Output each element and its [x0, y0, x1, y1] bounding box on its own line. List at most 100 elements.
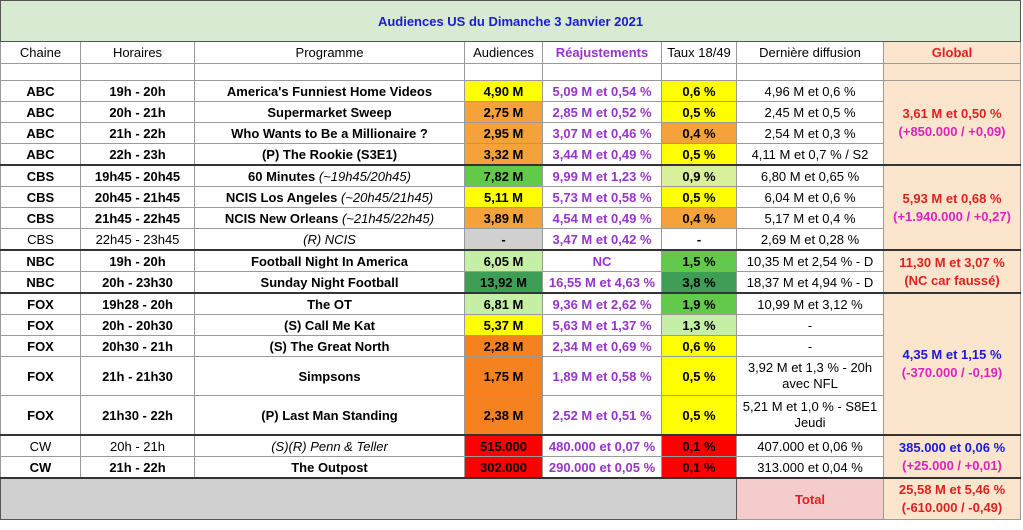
cell-audiences: 5,11 M: [464, 186, 543, 208]
table-row: CBS 20h45 - 21h45 NCIS Los Angeles (~20h45…: [0, 186, 1021, 208]
cell-audiences: 3,32 M: [464, 143, 543, 166]
cell-reajustements: 5,63 M et 1,37 %: [542, 314, 662, 336]
cell-programme: NCIS Los Angeles (~20h45/21h45): [194, 186, 465, 208]
cell-horaires: 20h - 21h: [80, 101, 195, 123]
cell-taux: 0,5 %: [661, 395, 737, 436]
total-row: Total 25,58 M et 5,46 % (-610.000 / -0,49): [0, 477, 1022, 520]
cell-horaires: 21h - 21h30: [80, 356, 195, 396]
cell-horaires: 22h45 - 23h45: [80, 228, 195, 251]
table-row: CW 20h - 21h (S)(R) Penn & Teller 515.000 48…: [0, 434, 1022, 479]
table-row: CBS 21h45 - 22h45 NCIS New Orleans (~21h45…: [0, 207, 1021, 229]
cell-reajustements: 5,73 M et 0,58 %: [542, 186, 662, 208]
cell-reajustements: 3,47 M et 0,42 %: [542, 228, 662, 251]
global-cbs-value: 5,93 M et 0,68 %: [902, 190, 1002, 206]
header-global: Global: [882, 41, 1022, 64]
global-abc-value: 3,61 M et 0,50 %: [902, 105, 1002, 121]
programme-title: The OT: [307, 296, 352, 312]
cell-audiences: 13,92 M: [464, 271, 543, 294]
table-row: FOX 21h30 - 22h (P) Last Man Standing 2,38 …: [0, 395, 1021, 436]
cell-reajustements: 2,52 M et 0,51 %: [542, 395, 662, 436]
cell-chaine: FOX: [0, 356, 81, 396]
cell-taux: 0,5 %: [661, 356, 737, 396]
table-title: Audiences US du Dimanche 3 Janvier 2021: [0, 0, 1022, 42]
cell-derniere: 10,99 M et 3,12 %: [736, 292, 884, 315]
table-row: CW 21h - 22h The Outpost 302.000 290.000 et …: [0, 456, 1021, 479]
cell-audiences: 2,38 M: [464, 395, 543, 436]
cell-taux: 0,4 %: [661, 122, 737, 144]
cell-chaine: CBS: [0, 186, 81, 208]
cell-reajustements: 3,44 M et 0,49 %: [542, 143, 662, 166]
cell-programme: Who Wants to Be a Millionaire ?: [194, 122, 465, 144]
cell-horaires: 19h28 - 20h: [80, 292, 195, 315]
cell-reajustements: 3,07 M et 0,46 %: [542, 122, 662, 144]
cell-taux: 0,1 %: [661, 456, 737, 479]
cell-derniere: 2,45 M et 0,5 %: [736, 101, 884, 123]
programme-title: 60 Minutes: [248, 168, 316, 184]
cell-audiences: 2,75 M: [464, 101, 543, 123]
table-row: FOX 20h - 20h30 (S) Call Me Kat 5,37 M 5,63 …: [0, 314, 1021, 336]
table-row: ABC 19h - 20h America's Funniest Home Vide…: [0, 80, 1022, 166]
cell-horaires: 21h30 - 22h: [80, 395, 195, 436]
table-row: CBS 19h45 - 20h45 60 Minutes (~19h45/20h45…: [0, 164, 1022, 251]
cell-taux: 0,5 %: [661, 186, 737, 208]
cell-horaires: 21h45 - 22h45: [80, 207, 195, 229]
programme-note: (~21h45/22h45): [341, 210, 435, 226]
cell-audiences: 515.000: [464, 434, 543, 457]
programme-title: Simpsons: [298, 368, 361, 384]
header-audiences: Audiences: [464, 41, 543, 64]
cell-reajustements: 16,55 M et 4,63 %: [542, 271, 662, 294]
header-horaires: Horaires: [80, 41, 195, 64]
global-cw-value: 385.000 et 0,06 %: [898, 439, 1006, 455]
programme-title: NCIS New Orleans: [224, 210, 339, 226]
global-abc: 3,61 M et 0,50 % (+850.000 / +0,09): [882, 80, 1022, 166]
cell-taux: 0,6 %: [661, 80, 737, 102]
cell-reajustements: NC: [542, 249, 662, 272]
cell-derniere: 407.000 et 0,06 %: [736, 434, 884, 457]
cell-programme: 60 Minutes (~19h45/20h45): [194, 164, 465, 187]
programme-title: (P) The Rookie (S3E1): [261, 146, 398, 162]
cell-chaine: ABC: [0, 80, 81, 102]
total-delta-line: (-610.000 / -0,49): [901, 500, 1003, 515]
cell-taux: 1,5 %: [661, 249, 737, 272]
programme-title: (P) Last Man Standing: [261, 407, 398, 423]
global-abc-delta: (+850.000 / +0,09): [898, 123, 1006, 139]
cell-horaires: 19h45 - 20h45: [80, 164, 195, 187]
cell-chaine: CBS: [0, 228, 81, 251]
global-nbc: 11,30 M et 3,07 % (NC car faussé): [882, 249, 1022, 294]
table-row: ABC 20h - 21h Supermarket Sweep 2,75 M 2,85 …: [0, 101, 1021, 123]
table-row: FOX 21h - 21h30 Simpsons 1,75 M 1,89 M et 0,…: [0, 356, 1021, 396]
global-nbc-value: 11,30 M et 3,07 %: [899, 254, 1005, 270]
cell-taux: 0,1 %: [661, 434, 737, 457]
cell-horaires: 22h - 23h: [80, 143, 195, 166]
cell-audiences: 302.000: [464, 456, 543, 479]
cell-audiences: 2,95 M: [464, 122, 543, 144]
cell-horaires: 20h - 20h30: [80, 314, 195, 336]
programme-title: The Outpost: [291, 459, 368, 475]
cell-programme: Simpsons: [194, 356, 465, 396]
cell-programme: (P) Last Man Standing: [194, 395, 465, 436]
cell-reajustements: 4,54 M et 0,49 %: [542, 207, 662, 229]
cell-reajustements: 2,34 M et 0,69 %: [542, 335, 662, 357]
cell-horaires: 20h - 23h30: [80, 271, 195, 294]
cell-derniere: 313.000 et 0,04 %: [736, 456, 884, 479]
total-label: Total: [736, 477, 884, 520]
programme-title: Supermarket Sweep: [267, 104, 392, 120]
table-row: FOX 19h28 - 20h The OT 6,81 M 9,36 M et 2,62…: [0, 292, 1022, 436]
cell-programme: The OT: [194, 292, 465, 315]
cell-reajustements: 5,09 M et 0,54 %: [542, 80, 662, 102]
table-row: CBS 22h45 - 23h45 (R) NCIS -3,47 M et 0,42 …: [0, 228, 1021, 251]
cell-programme: America's Funniest Home Videos: [194, 80, 465, 102]
global-cbs-delta: (+1.940.000 / +0,27): [893, 208, 1011, 224]
cell-taux: 3,8 %: [661, 271, 737, 294]
cell-audiences: 2,28 M: [464, 335, 543, 357]
cell-horaires: 20h45 - 21h45: [80, 186, 195, 208]
table-row: NBC 19h - 20h Football Night In America 6,0…: [0, 249, 1022, 294]
cell-chaine: NBC: [0, 271, 81, 294]
programme-note: (~20h45/21h45): [340, 189, 434, 205]
cell-derniere: -: [736, 335, 884, 357]
cell-audiences: -: [464, 228, 543, 251]
